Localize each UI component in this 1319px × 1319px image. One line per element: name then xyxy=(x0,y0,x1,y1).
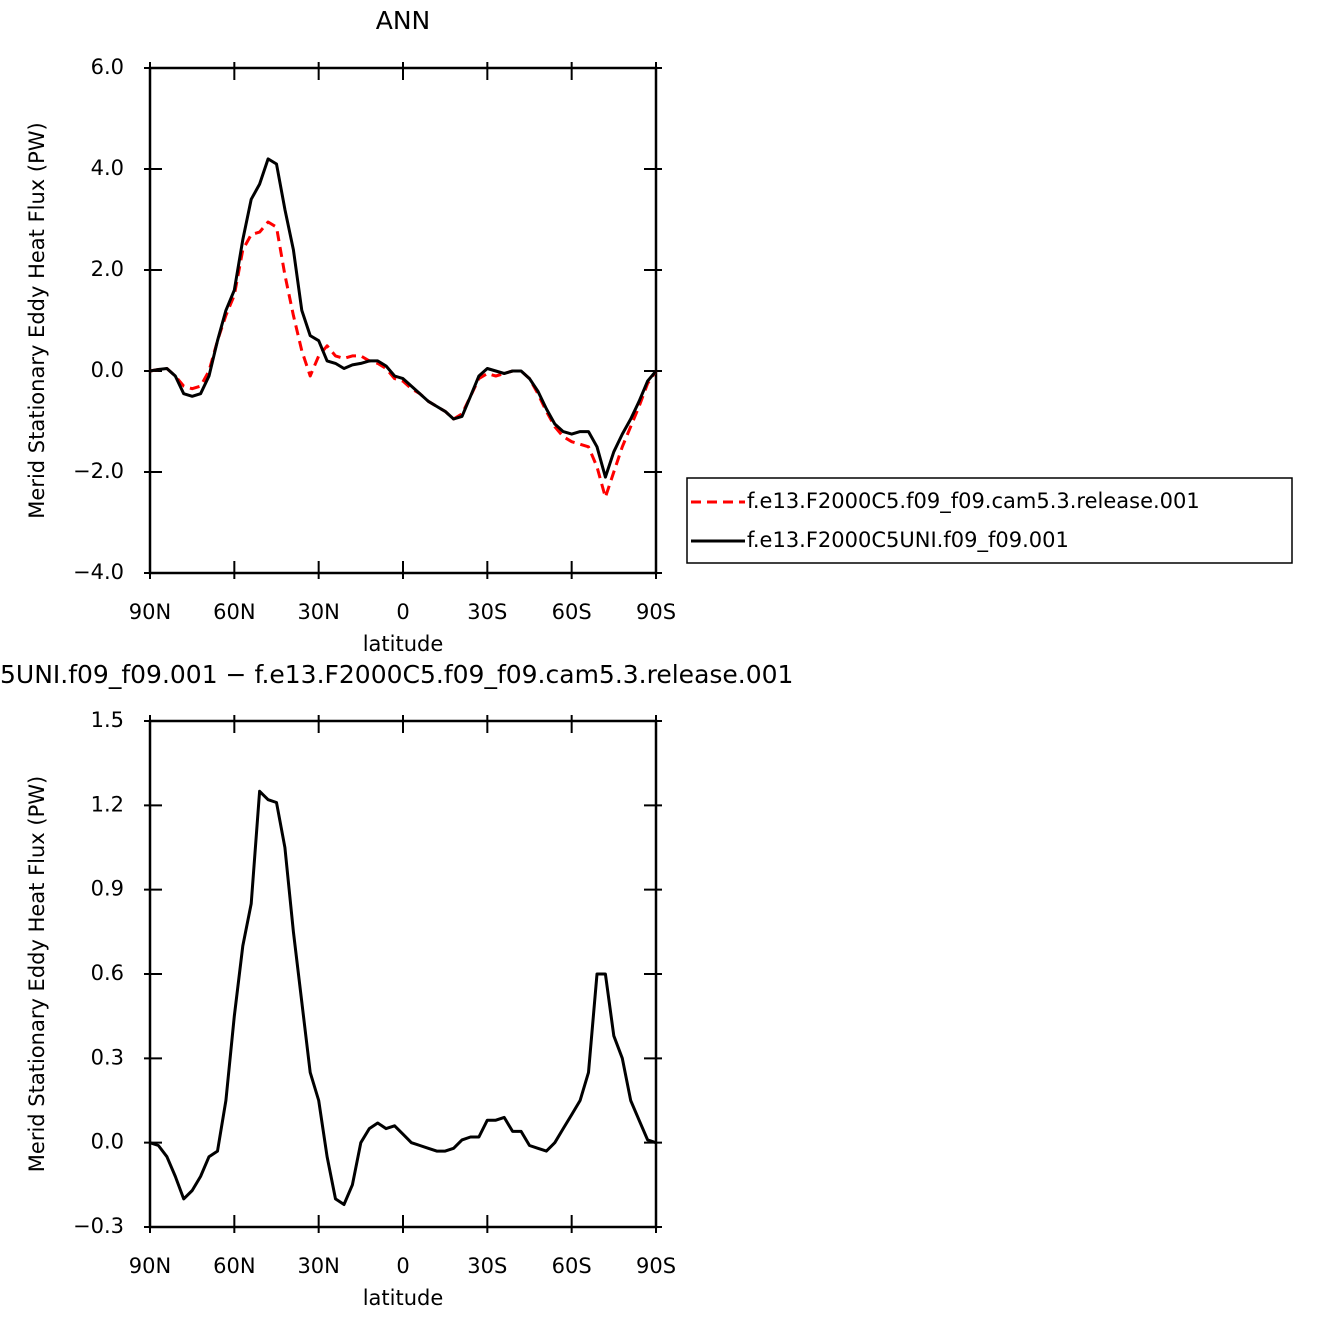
x-tick-label: 0 xyxy=(396,600,409,624)
x-tick-label: 30N xyxy=(297,1254,339,1278)
chart-title: ANN xyxy=(376,6,431,35)
y-axis-label: Merid Stationary Eddy Heat Flux (PW) xyxy=(25,122,49,518)
x-axis-label: latitude xyxy=(363,1286,444,1310)
plot-frame xyxy=(148,719,658,1229)
data-line xyxy=(149,220,658,499)
x-axis-label: latitude xyxy=(363,632,444,656)
y-tick-label: 4.0 xyxy=(91,156,124,180)
x-tick-label: 30S xyxy=(467,1254,507,1278)
y-tick-label: 0.3 xyxy=(91,1045,124,1069)
y-tick-label: −2.0 xyxy=(73,459,124,483)
x-tick-label: 90N xyxy=(129,600,171,624)
x-tick-label: 60N xyxy=(213,1254,255,1278)
y-tick-label: 0.0 xyxy=(91,358,124,382)
y-tick-label: 1.2 xyxy=(91,792,124,816)
x-tick-label: 0 xyxy=(396,1254,409,1278)
x-tick-label: 60N xyxy=(213,600,255,624)
y-axis-label: Merid Stationary Eddy Heat Flux (PW) xyxy=(25,776,49,1172)
y-tick-label: 0.6 xyxy=(91,961,124,985)
data-line xyxy=(149,157,658,479)
plot-frame xyxy=(148,66,658,575)
x-tick-label: 30S xyxy=(467,600,507,624)
chart-title: 5UNI.f09_f09.001 − f.e13.F2000C5.f09_f09… xyxy=(0,660,793,689)
x-tick-label: 90S xyxy=(636,1254,676,1278)
legend-label: f.e13.F2000C5UNI.f09_f09.001 xyxy=(747,528,1069,553)
y-tick-label: 2.0 xyxy=(91,257,124,281)
x-tick-label: 60S xyxy=(552,1254,592,1278)
y-tick-label: 0.9 xyxy=(91,877,124,901)
data-line xyxy=(149,789,657,1206)
x-tick-label: 60S xyxy=(552,600,592,624)
x-tick-label: 30N xyxy=(297,600,339,624)
x-tick-label: 90N xyxy=(129,1254,171,1278)
y-tick-label: −4.0 xyxy=(73,560,124,584)
legend-box xyxy=(686,477,1293,564)
y-tick-label: 1.5 xyxy=(91,708,124,732)
y-tick-label: 0.0 xyxy=(91,1130,124,1154)
y-tick-label: −0.3 xyxy=(73,1214,124,1238)
x-tick-label: 90S xyxy=(636,600,676,624)
y-tick-label: 6.0 xyxy=(91,55,124,79)
legend-label: f.e13.F2000C5.f09_f09.cam5.3.release.001 xyxy=(747,489,1200,514)
